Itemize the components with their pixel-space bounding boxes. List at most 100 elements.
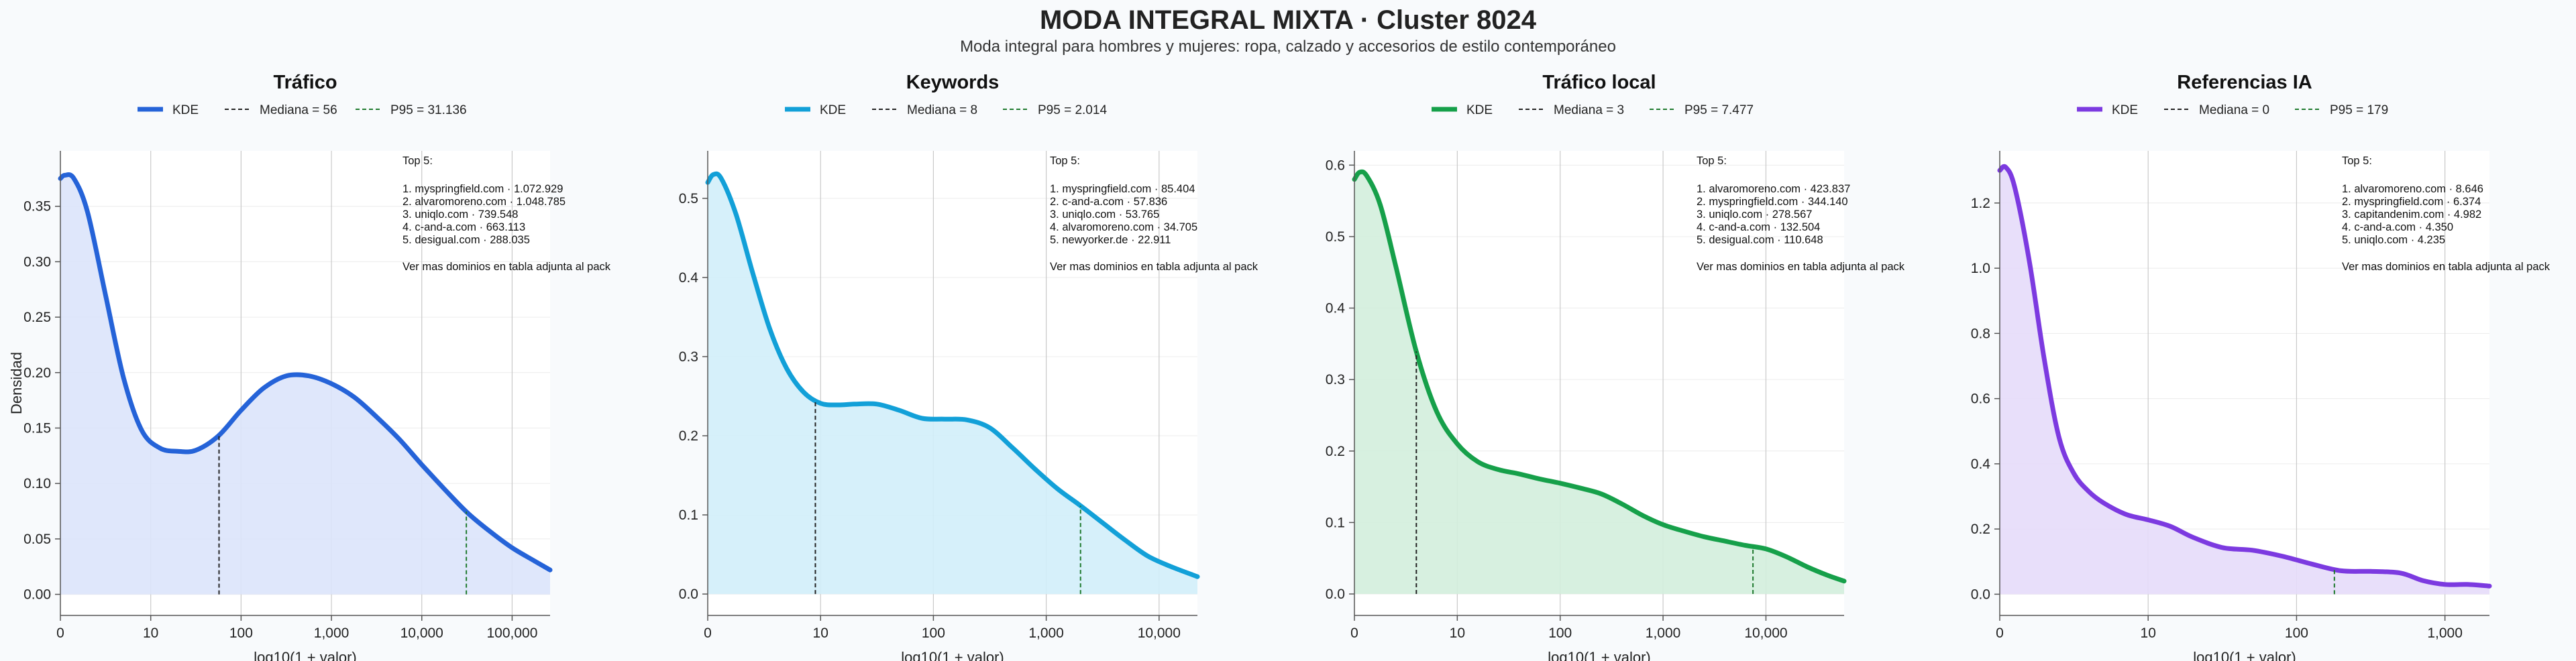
x-tick-label: 0 [1996, 625, 2004, 641]
chart-panel-1: 0.00 0.05 0.10 0.15 0.20 0.25 0.30 0.35 0 10 100 1,… [8, 72, 611, 661]
y-axis-label: Densidad [8, 352, 25, 414]
y-tick-label: 0.05 [23, 532, 51, 547]
legend-kde-label: KDE [820, 103, 846, 117]
legend-kde-label: KDE [2112, 103, 2138, 117]
kde-line [58, 172, 553, 573]
x-axis-label: log10(1 + valor) [1548, 649, 1650, 661]
legend-p95-label: P95 = 179 [2330, 103, 2388, 117]
chart-title: Tráfico local [1542, 72, 1656, 93]
kde-area [1354, 172, 1844, 594]
top5-item: 1. alvaromoreno.com · 423.837 [1697, 183, 1850, 195]
chart-panel-3: 0.0 0.1 0.2 0.3 0.4 0.5 0.6 0 10 100 1,000 10,000 lo… [1326, 72, 1905, 661]
legend-median-label: Mediana = 8 [907, 103, 977, 117]
x-tick-label: 10,000 [1744, 625, 1787, 641]
top5-item: 3. uniqlo.com · 278.567 [1697, 208, 1812, 221]
top5-item: 2. myspringfield.com · 344.140 [1697, 196, 1848, 208]
y-tick-label: 0.0 [1971, 587, 1990, 602]
legend-median-label: Mediana = 56 [260, 103, 337, 117]
y-tick-label: 0.4 [1971, 457, 1991, 472]
y-tick-label: 0.25 [23, 310, 51, 325]
legend-p95-label: P95 = 7.477 [1684, 103, 1754, 117]
x-axis-label: log10(1 + valor) [254, 649, 356, 661]
chart-title: Keywords [906, 72, 1000, 93]
top5-item: 5. desigual.com · 110.648 [1697, 234, 1823, 246]
y-tick-label: 0.20 [23, 365, 51, 381]
top5-item: 4. c-and-a.com · 663.113 [402, 221, 525, 233]
top5-item: 4. c-and-a.com · 4.350 [2342, 221, 2453, 233]
top5-footnote: Ver mas dominios en tabla adjunta al pac… [402, 261, 611, 273]
y-tick-label: 0.1 [1326, 515, 1345, 530]
x-tick-label: 100 [922, 625, 945, 641]
y-tick-label: 1.0 [1971, 261, 1990, 276]
x-tick-label: 10 [813, 625, 828, 641]
x-tick-label: 100 [1548, 625, 1572, 641]
kde-area [2000, 166, 2489, 595]
y-tick-label: 0.6 [1326, 158, 1345, 173]
x-tick-label: 100 [2285, 625, 2308, 641]
top5-heading: Top 5: [1697, 155, 1727, 167]
kde-line [1352, 169, 1847, 584]
x-tick-label: 1,000 [314, 625, 350, 641]
x-tick-label: 0 [1350, 625, 1358, 641]
y-tick-label: 0.0 [679, 587, 698, 602]
x-tick-label: 0 [56, 625, 64, 641]
x-tick-label: 100 [229, 625, 253, 641]
y-tick-label: 0.4 [679, 270, 699, 286]
y-tick-label: 0.6 [1971, 392, 1990, 407]
y-tick-label: 0.0 [1326, 587, 1345, 602]
kde-line [705, 171, 1200, 579]
y-tick-label: 0.1 [679, 507, 698, 523]
top5-item: 2. c-and-a.com · 57.836 [1050, 196, 1167, 208]
legend-kde-label: KDE [172, 103, 199, 117]
legend-kde-label: KDE [1466, 103, 1493, 117]
top5-heading: Top 5: [402, 155, 433, 167]
top5-footnote: Ver mas dominios en tabla adjunta al pac… [1050, 261, 1258, 273]
y-tick-label: 0.10 [23, 476, 51, 491]
top5-item: 1. myspringfield.com · 1.072.929 [402, 183, 563, 195]
kde-area [708, 174, 1197, 595]
x-tick-label: 10 [1450, 625, 1465, 641]
top5-item: 5. uniqlo.com · 4.235 [2342, 234, 2445, 246]
y-tick-label: 0.4 [1326, 301, 1346, 316]
x-tick-label: 1,000 [2427, 625, 2463, 641]
y-tick-label: 0.5 [1326, 229, 1345, 245]
y-tick-label: 0.8 [1971, 326, 1990, 341]
legend-median-label: Mediana = 0 [2199, 103, 2269, 117]
x-tick-label: 1,000 [1646, 625, 1681, 641]
legend-p95-label: P95 = 31.136 [390, 103, 467, 117]
y-tick-label: 0.30 [23, 254, 51, 269]
top5-heading: Top 5: [2342, 155, 2372, 167]
kde-line [1997, 164, 2492, 589]
y-tick-label: 0.3 [1326, 372, 1345, 387]
x-tick-label: 10 [2141, 625, 2156, 641]
legend-p95-label: P95 = 2.014 [1038, 103, 1107, 117]
top5-item: 5. newyorker.de · 22.911 [1050, 234, 1171, 246]
top5-item: 3. capitandenim.com · 4.982 [2342, 208, 2481, 221]
y-tick-label: 0.35 [23, 199, 51, 215]
y-tick-label: 0.2 [1326, 444, 1345, 459]
y-tick-label: 0.15 [23, 420, 51, 436]
page-subtitle: Moda integral para hombres y mujeres: ro… [960, 38, 1616, 56]
top5-item: 1. alvaromoreno.com · 8.646 [2342, 183, 2483, 195]
y-tick-label: 0.2 [1971, 522, 1990, 537]
top5-footnote: Ver mas dominios en tabla adjunta al pac… [2342, 261, 2551, 273]
y-tick-label: 1.2 [1971, 196, 1990, 211]
y-tick-label: 0.00 [23, 587, 51, 603]
x-axis-label: log10(1 + valor) [2193, 649, 2296, 661]
top5-footnote: Ver mas dominios en tabla adjunta al pac… [1697, 261, 1905, 273]
chart-panel-2: 0.0 0.1 0.2 0.3 0.4 0.5 0 10 100 1,000 10,000 log10… [679, 72, 1258, 661]
x-tick-label: 100,000 [486, 625, 537, 641]
top5-heading: Top 5: [1050, 155, 1080, 167]
top5-item: 5. desigual.com · 288.035 [402, 234, 530, 246]
page-title: MODA INTEGRAL MIXTA · Cluster 8024 [1039, 5, 1537, 35]
top5-item: 3. uniqlo.com · 53.765 [1050, 208, 1159, 221]
chart-title: Referencias IA [2177, 72, 2312, 93]
top5-item: 1. myspringfield.com · 85.404 [1050, 183, 1195, 195]
y-tick-label: 0.5 [679, 191, 698, 206]
top5-item: 4. c-and-a.com · 132.504 [1697, 221, 1820, 233]
x-tick-label: 0 [704, 625, 712, 641]
x-tick-label: 1,000 [1028, 625, 1064, 641]
y-tick-label: 0.2 [679, 428, 698, 444]
top5-item: 2. alvaromoreno.com · 1.048.785 [402, 196, 566, 208]
